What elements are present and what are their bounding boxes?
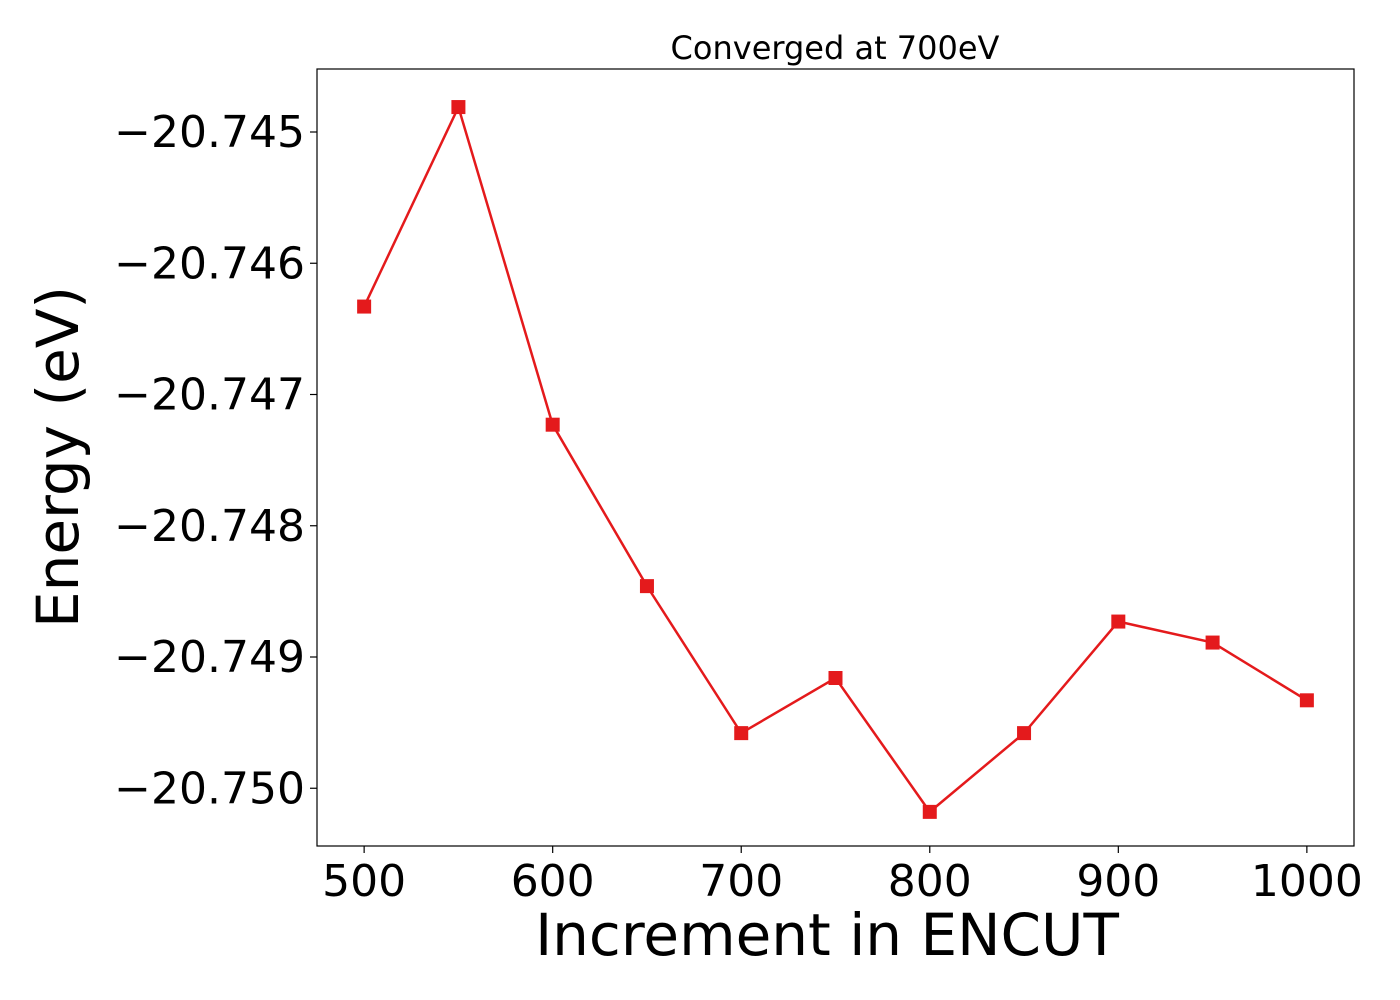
chart-title: Converged at 700eV bbox=[671, 29, 1000, 67]
series-group bbox=[357, 100, 1314, 819]
x-tick-label: 500 bbox=[322, 856, 406, 907]
y-axis: −20.745 −20.746 −20.747 −20.748 −20.749 −20.7… bbox=[114, 107, 317, 814]
x-axis-label: Increment in ENCUT bbox=[535, 901, 1119, 969]
series-line bbox=[363, 103, 1308, 814]
y-axis-label: Energy (eV) bbox=[24, 286, 92, 628]
x-tick-label: 1000 bbox=[1251, 856, 1363, 907]
y-tick-label: −20.747 bbox=[114, 370, 305, 421]
data-point bbox=[1111, 614, 1126, 629]
data-point bbox=[451, 100, 466, 115]
x-tick-label: 800 bbox=[888, 856, 972, 907]
data-point bbox=[545, 417, 560, 432]
data-point bbox=[1017, 726, 1032, 741]
x-tick-label: 900 bbox=[1076, 856, 1160, 907]
y-tick-label: −20.749 bbox=[114, 632, 305, 683]
data-point bbox=[1205, 635, 1220, 650]
y-tick-label: −20.750 bbox=[114, 763, 305, 814]
data-point bbox=[639, 579, 654, 594]
data-point bbox=[1299, 693, 1314, 708]
x-tick-label: 700 bbox=[699, 856, 783, 907]
x-axis: 500 600 700 800 900 1000 bbox=[322, 846, 1363, 907]
y-tick-label: −20.748 bbox=[114, 501, 305, 552]
plot-area bbox=[316, 68, 1355, 847]
data-point bbox=[922, 804, 937, 819]
data-point bbox=[357, 299, 372, 314]
y-tick-label: −20.746 bbox=[114, 238, 305, 289]
x-tick-label: 600 bbox=[511, 856, 595, 907]
y-tick-label: −20.745 bbox=[114, 107, 305, 158]
data-point bbox=[828, 671, 843, 685]
data-point bbox=[734, 726, 749, 741]
